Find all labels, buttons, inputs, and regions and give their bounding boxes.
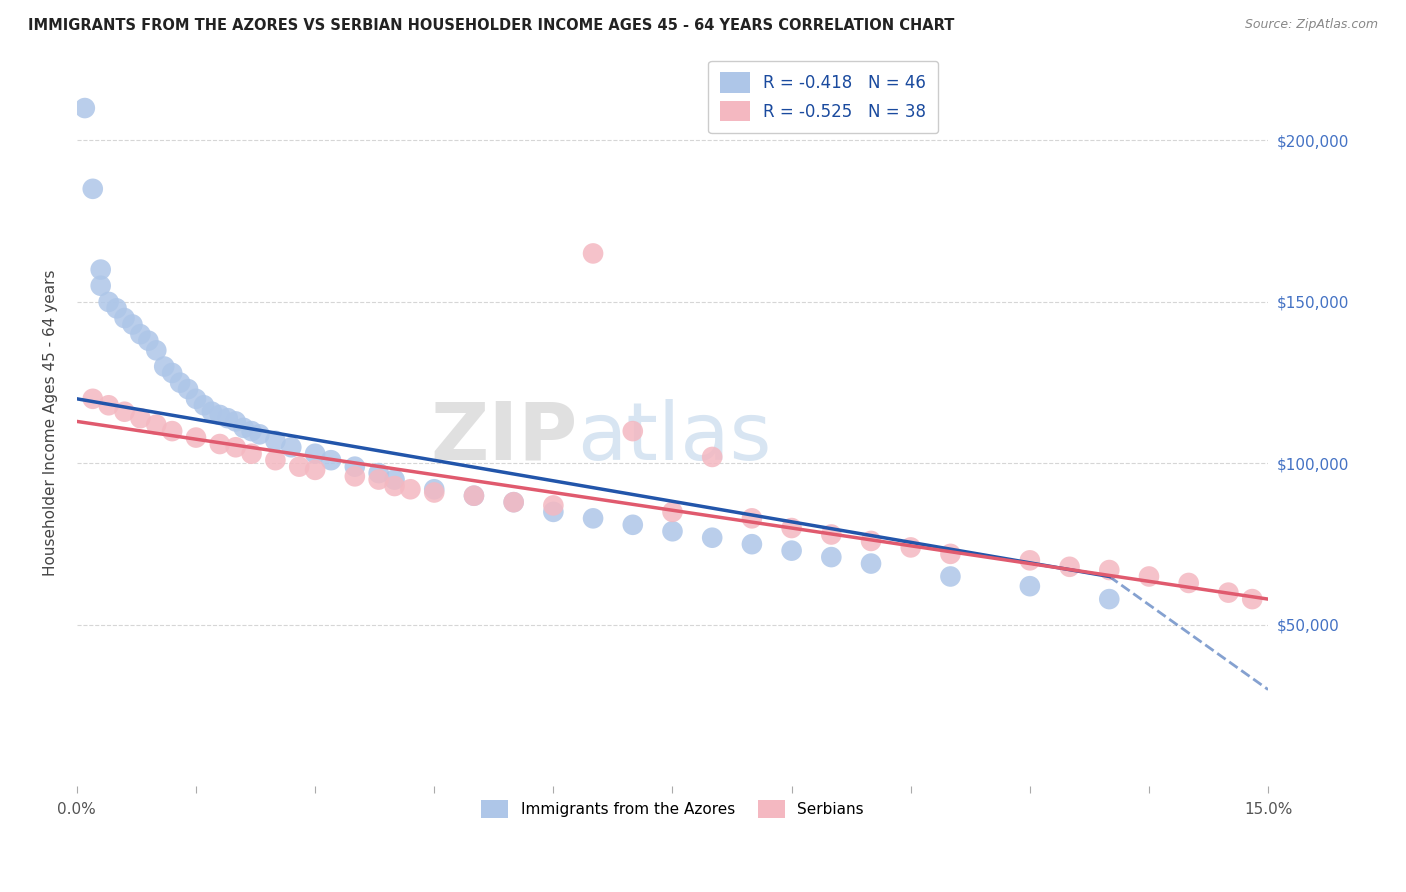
Point bbox=[661, 524, 683, 539]
Point bbox=[169, 376, 191, 390]
Point bbox=[160, 366, 183, 380]
Point bbox=[160, 424, 183, 438]
Point bbox=[367, 473, 389, 487]
Legend: Immigrants from the Azores, Serbians: Immigrants from the Azores, Serbians bbox=[474, 792, 872, 826]
Point bbox=[661, 505, 683, 519]
Text: ZIP: ZIP bbox=[430, 399, 578, 476]
Point bbox=[399, 483, 422, 497]
Point bbox=[225, 414, 247, 428]
Point bbox=[343, 459, 366, 474]
Point bbox=[502, 495, 524, 509]
Point bbox=[384, 473, 406, 487]
Point bbox=[121, 318, 143, 332]
Point bbox=[225, 440, 247, 454]
Point bbox=[367, 466, 389, 480]
Text: IMMIGRANTS FROM THE AZORES VS SERBIAN HOUSEHOLDER INCOME AGES 45 - 64 YEARS CORR: IMMIGRANTS FROM THE AZORES VS SERBIAN HO… bbox=[28, 18, 955, 33]
Point bbox=[702, 450, 724, 464]
Point bbox=[780, 543, 803, 558]
Point bbox=[90, 278, 112, 293]
Point bbox=[193, 398, 215, 412]
Point bbox=[114, 311, 136, 326]
Point bbox=[208, 437, 231, 451]
Point bbox=[1018, 553, 1040, 567]
Point bbox=[582, 511, 605, 525]
Point bbox=[105, 301, 128, 316]
Point bbox=[1177, 576, 1199, 591]
Point bbox=[264, 434, 287, 448]
Point bbox=[280, 440, 302, 454]
Point bbox=[1241, 592, 1264, 607]
Point bbox=[232, 421, 254, 435]
Point bbox=[138, 334, 160, 348]
Point bbox=[621, 424, 644, 438]
Point bbox=[177, 382, 200, 396]
Point bbox=[288, 459, 311, 474]
Point bbox=[543, 499, 565, 513]
Point bbox=[502, 495, 524, 509]
Point bbox=[1137, 569, 1160, 583]
Point bbox=[184, 392, 207, 406]
Point bbox=[240, 447, 263, 461]
Point bbox=[543, 505, 565, 519]
Point bbox=[820, 527, 842, 541]
Point bbox=[939, 569, 962, 583]
Point bbox=[304, 447, 326, 461]
Point bbox=[82, 392, 104, 406]
Point bbox=[939, 547, 962, 561]
Point bbox=[1098, 592, 1121, 607]
Point bbox=[1059, 559, 1081, 574]
Point bbox=[73, 101, 96, 115]
Y-axis label: Householder Income Ages 45 - 64 years: Householder Income Ages 45 - 64 years bbox=[44, 269, 58, 576]
Point bbox=[463, 489, 485, 503]
Point bbox=[82, 182, 104, 196]
Text: atlas: atlas bbox=[578, 399, 772, 476]
Point bbox=[343, 469, 366, 483]
Point bbox=[145, 343, 167, 358]
Point bbox=[741, 511, 763, 525]
Text: Source: ZipAtlas.com: Source: ZipAtlas.com bbox=[1244, 18, 1378, 31]
Point bbox=[240, 424, 263, 438]
Point bbox=[860, 557, 883, 571]
Point bbox=[582, 246, 605, 260]
Point bbox=[1098, 563, 1121, 577]
Point bbox=[97, 294, 120, 309]
Point bbox=[463, 489, 485, 503]
Point bbox=[423, 483, 446, 497]
Point bbox=[145, 417, 167, 432]
Point bbox=[129, 327, 152, 342]
Point bbox=[423, 485, 446, 500]
Point bbox=[129, 411, 152, 425]
Point bbox=[249, 427, 271, 442]
Point bbox=[153, 359, 176, 374]
Point bbox=[741, 537, 763, 551]
Point bbox=[780, 521, 803, 535]
Point bbox=[184, 431, 207, 445]
Point bbox=[621, 517, 644, 532]
Point bbox=[264, 453, 287, 467]
Point bbox=[1018, 579, 1040, 593]
Point bbox=[1218, 585, 1240, 599]
Point bbox=[820, 550, 842, 565]
Point bbox=[384, 479, 406, 493]
Point bbox=[860, 533, 883, 548]
Point bbox=[90, 262, 112, 277]
Point bbox=[319, 453, 342, 467]
Point bbox=[900, 541, 922, 555]
Point bbox=[304, 463, 326, 477]
Point bbox=[217, 411, 239, 425]
Point bbox=[114, 405, 136, 419]
Point bbox=[208, 408, 231, 422]
Point bbox=[97, 398, 120, 412]
Point bbox=[702, 531, 724, 545]
Point bbox=[201, 405, 224, 419]
